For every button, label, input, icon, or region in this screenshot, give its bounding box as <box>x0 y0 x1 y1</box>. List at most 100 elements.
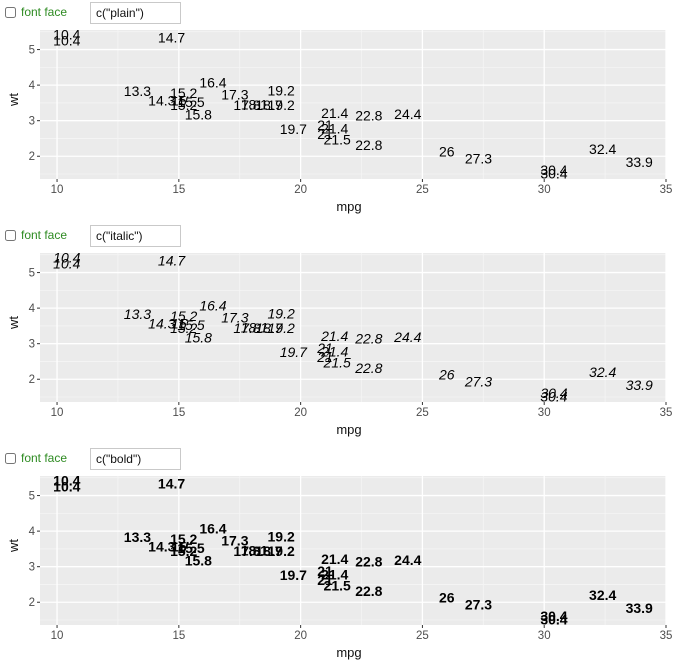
control-bar: font face <box>0 0 674 26</box>
plot-background <box>40 253 666 402</box>
point-label: 19.2 <box>268 97 295 113</box>
x-tick-label: 20 <box>294 184 307 196</box>
font-face-input[interactable] <box>90 448 181 470</box>
x-tick-label: 30 <box>538 630 551 642</box>
point-label: 21 <box>316 349 333 365</box>
point-label: 16.4 <box>199 521 226 537</box>
font-face-input[interactable] <box>90 2 181 24</box>
x-tick-label: 35 <box>660 630 673 642</box>
point-label: 10.4 <box>53 33 80 49</box>
font-face-checkbox[interactable] <box>5 7 16 18</box>
plot-background <box>40 30 666 179</box>
point-label: 17.8 <box>233 543 260 559</box>
x-tick-label: 35 <box>660 407 673 419</box>
font-face-input[interactable] <box>90 225 181 247</box>
y-tick-label: 4 <box>29 303 36 315</box>
point-label: 14.7 <box>158 475 185 491</box>
point-label: 30.4 <box>540 162 567 178</box>
point-label: 17.3 <box>221 533 248 549</box>
point-label: 30.4 <box>540 612 567 628</box>
y-tick-label: 3 <box>29 562 35 574</box>
point-label: 21 <box>317 563 333 579</box>
point-label: 10.4 <box>53 472 80 488</box>
point-label: 15.8 <box>185 553 212 569</box>
x-tick-label: 25 <box>416 184 429 196</box>
point-label: 33.9 <box>626 154 653 170</box>
point-label: 19.2 <box>268 529 295 545</box>
y-tick-label: 5 <box>29 491 35 503</box>
point-label: 21.4 <box>321 121 348 137</box>
point-label: 33.9 <box>626 600 653 616</box>
font-face-label: font face <box>21 451 68 465</box>
y-axis-title: wt <box>6 316 21 330</box>
point-label: 18.7 <box>255 97 282 113</box>
point-label: 21.4 <box>321 567 348 583</box>
point-label: 15.2 <box>170 308 197 324</box>
point-label: 15.5 <box>177 540 204 556</box>
point-label: 19.2 <box>268 543 295 559</box>
point-label: 15.5 <box>177 94 204 110</box>
x-tick-label: 10 <box>51 630 64 642</box>
point-label: 26 <box>439 589 455 605</box>
point-label: 17.8 <box>233 97 260 113</box>
y-tick-label: 3 <box>29 116 35 128</box>
font-face-checkbox[interactable] <box>5 453 16 464</box>
point-label: 14.3 <box>148 315 175 331</box>
point-label: 15 <box>171 92 187 108</box>
y-axis-title: wt <box>6 93 21 107</box>
point-label: 18.1 <box>241 319 268 335</box>
point-label: 17.3 <box>221 310 248 326</box>
y-tick-label: 3 <box>29 339 35 351</box>
point-label: 15.2 <box>170 531 197 547</box>
x-axis-title: mpg <box>336 422 361 437</box>
x-tick-label: 25 <box>416 407 429 419</box>
control-bar: font face <box>0 446 674 472</box>
y-tick-label: 4 <box>29 526 36 538</box>
point-label: 13.3 <box>124 306 151 322</box>
point-label: 17.8 <box>233 320 260 336</box>
point-label: 19.7 <box>280 121 307 137</box>
point-label: 14.3 <box>148 92 175 108</box>
point-label: 33.9 <box>626 377 653 393</box>
y-axis-title: wt <box>6 539 21 553</box>
x-tick-label: 10 <box>51 407 64 419</box>
x-tick-label: 35 <box>660 184 673 196</box>
x-tick-label: 20 <box>294 630 307 642</box>
point-label: 27.3 <box>464 374 492 390</box>
point-label: 21 <box>317 126 333 142</box>
panel-bold: font face 1015202530352345mpgwt212122.82… <box>0 446 674 669</box>
point-label: 10.4 <box>53 256 80 272</box>
point-label: 22.8 <box>355 553 382 569</box>
point-label: 21.4 <box>320 328 348 344</box>
point-label: 15 <box>171 315 187 331</box>
point-label: 18.7 <box>255 320 283 336</box>
panel-italic: font face 1015202530352345mpgwt212122.82… <box>0 223 674 446</box>
point-label: 15.8 <box>185 330 212 346</box>
x-tick-label: 10 <box>51 184 64 196</box>
point-label: 24.4 <box>394 552 421 568</box>
point-label: 24.4 <box>393 329 421 345</box>
point-label: 19.2 <box>268 83 295 99</box>
y-tick-label: 2 <box>29 597 35 609</box>
panel-plain: font face 1015202530352345mpgwt212122.82… <box>0 0 674 223</box>
point-label: 27.3 <box>465 597 492 613</box>
point-label: 16.4 <box>199 298 226 314</box>
point-label: 16.4 <box>199 75 226 91</box>
y-tick-label: 2 <box>29 374 35 386</box>
point-label: 13.3 <box>124 83 151 99</box>
point-label: 21 <box>316 340 333 356</box>
point-label: 26 <box>439 143 455 159</box>
x-tick-label: 30 <box>538 407 551 419</box>
point-label: 15.2 <box>170 85 197 101</box>
x-tick-label: 25 <box>416 630 429 642</box>
point-label: 30.4 <box>540 608 567 624</box>
point-label: 10.4 <box>53 479 80 495</box>
font-face-checkbox[interactable] <box>5 230 16 241</box>
point-label: 32.4 <box>589 364 616 380</box>
point-label: 14.7 <box>158 252 186 268</box>
